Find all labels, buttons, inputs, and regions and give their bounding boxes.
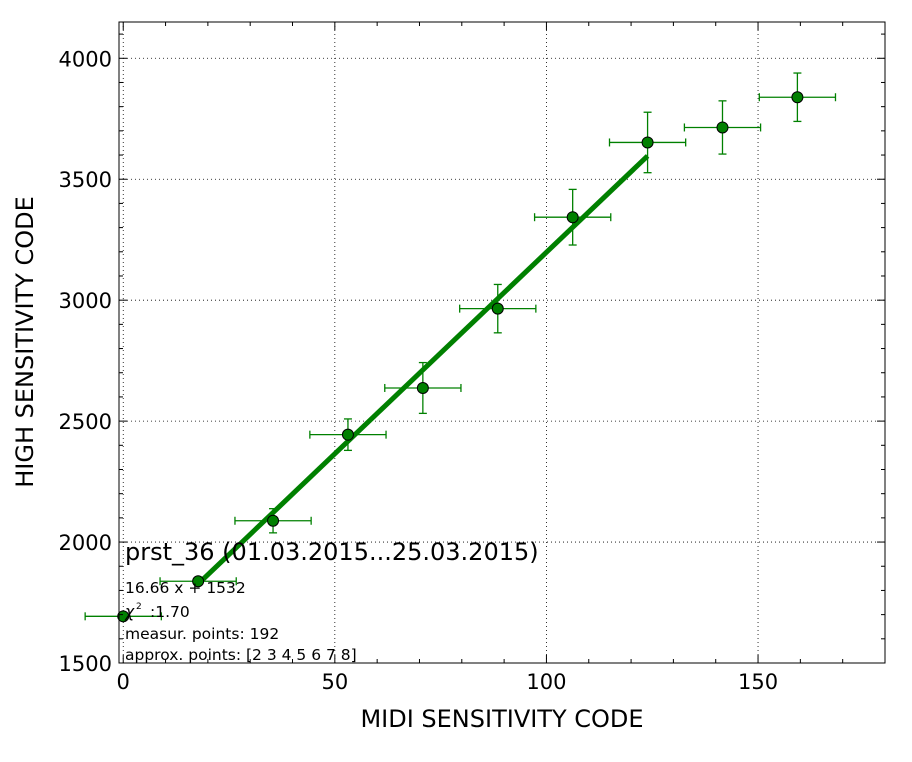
data-point [716, 121, 729, 134]
data-point [117, 610, 130, 623]
annotation-chi-value: :1.70 [150, 603, 190, 621]
annotation-chi-symbol: χ [124, 603, 135, 621]
y-tick-label: 4000 [59, 47, 112, 71]
plot-frame [118, 21, 886, 664]
y-tick-label: 3000 [59, 289, 112, 313]
data-point [491, 302, 504, 315]
annotation-chi-superscript: 2 [136, 602, 142, 612]
annotation-equation: 16.66 x + 1532 [125, 579, 246, 597]
data-point [566, 211, 579, 224]
y-tick-label: 2500 [59, 410, 112, 434]
data-point [641, 136, 654, 149]
annotation-measur-points: measur. points: 192 [125, 625, 279, 643]
x-tick-label: 0 [117, 670, 130, 694]
annotation: prst_36 (01.03.2015...25.03.2015) 16.66 … [124, 538, 539, 664]
y-axis-label: HIGH SENSITIVITY CODE [11, 196, 39, 488]
y-tick-label: 1500 [59, 652, 112, 676]
data-point [416, 381, 429, 394]
annotation-title: prst_36 (01.03.2015...25.03.2015) [125, 538, 539, 566]
x-tick-label: 100 [526, 670, 566, 694]
x-tick-label: 150 [738, 670, 778, 694]
data-point [791, 91, 804, 104]
y-tick-label: 2000 [59, 531, 112, 555]
x-axis-label: MIDI SENSITIVITY CODE [360, 705, 643, 733]
annotation-approx-points: approx. points: [2 3 4 5 6 7 8] [125, 646, 357, 664]
data-point [192, 575, 205, 588]
data-point [341, 428, 354, 441]
grid [119, 22, 885, 664]
ticks: 0 50 100 150 1500 2000 2500 3000 3500 4000 [59, 22, 885, 694]
y-tick-label: 3500 [59, 168, 112, 192]
data-point [267, 514, 280, 527]
data-points [117, 91, 804, 623]
x-tick-label: 50 [321, 670, 348, 694]
